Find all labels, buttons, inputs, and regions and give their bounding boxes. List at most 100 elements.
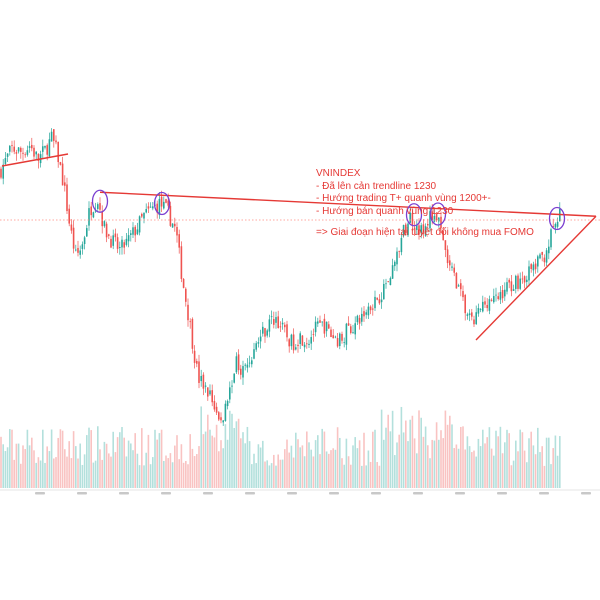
volume-bar (48, 451, 51, 488)
candle-body (488, 299, 491, 311)
candle-body (204, 385, 207, 387)
volume-bar (59, 429, 62, 488)
candle-body (215, 406, 218, 413)
volume-bar (297, 439, 299, 488)
candle-body (545, 250, 548, 263)
volume-bar (446, 424, 449, 488)
candle-body (53, 129, 55, 141)
candle-body (462, 291, 464, 298)
candle-body (48, 139, 51, 157)
candle-body (328, 324, 330, 329)
volume-bar (244, 443, 246, 488)
candle-body (424, 226, 427, 236)
volume-bar (345, 438, 348, 488)
candle-body (361, 313, 363, 322)
volume-bar (191, 448, 194, 488)
candle-body (22, 152, 24, 154)
volume-bar (154, 429, 156, 488)
volume-bar (233, 428, 235, 488)
candle-body (288, 339, 290, 347)
candle-body (284, 324, 286, 328)
candle-body (532, 264, 535, 271)
volume-bar (312, 456, 315, 488)
candle-body (152, 206, 154, 209)
candle-body (376, 297, 378, 300)
volume-bar (141, 428, 143, 488)
candle-body (160, 196, 163, 207)
candle-body (365, 312, 367, 315)
volume-bar (330, 450, 332, 488)
circle-marker-3 (405, 203, 423, 227)
volume-bar (314, 440, 317, 488)
candle-body (418, 225, 420, 235)
volume-bar (92, 462, 95, 488)
volume-bar (321, 428, 323, 488)
volume-bar (37, 457, 40, 488)
trendline-layer (1, 153, 597, 341)
candle-body (28, 146, 31, 149)
volume-bar (310, 449, 312, 488)
candle-body (515, 275, 517, 289)
volume-bar (68, 441, 70, 488)
candle-body (110, 238, 112, 248)
volume-bar (253, 453, 255, 488)
trendline-2 (99, 191, 597, 217)
volume-bar (24, 449, 26, 488)
volume-bar (246, 426, 249, 488)
volume-bar (134, 433, 136, 488)
candle-body (202, 374, 205, 389)
volume-bar (61, 430, 64, 488)
volume-bar (119, 432, 121, 488)
volume-bar (466, 436, 469, 488)
volume-bar (433, 440, 436, 488)
candle-body (497, 296, 499, 300)
candle-body (517, 275, 519, 289)
volume-bar (396, 442, 398, 488)
candle-body (138, 216, 141, 233)
volume-bar (26, 429, 29, 488)
volume-bar (187, 464, 189, 488)
candle-body (189, 321, 191, 323)
candle-body (196, 361, 198, 364)
candle-body (332, 335, 334, 339)
candle-body (530, 264, 532, 269)
volume-bar (495, 430, 497, 488)
candle-body (510, 281, 513, 292)
volume-bar (451, 424, 453, 488)
candle-body (209, 390, 211, 395)
candle-body (358, 317, 361, 324)
candle-body (123, 242, 125, 248)
volume-bar (453, 448, 455, 488)
candle-body (224, 403, 227, 422)
volume-bar (169, 453, 172, 488)
volume-bar (121, 426, 123, 488)
candle-body (218, 412, 220, 420)
volume-bar (530, 431, 532, 488)
volume-bar (550, 464, 552, 488)
volume-bar (385, 427, 387, 488)
volume-bar (504, 442, 506, 488)
candle-body (121, 239, 123, 248)
volume-bar (149, 464, 152, 488)
volume-bar (97, 426, 99, 488)
candle-body (299, 333, 301, 344)
candle-body (363, 311, 365, 317)
candle-body (306, 343, 308, 345)
candle-body (270, 316, 273, 318)
candle-body (83, 237, 86, 245)
candle-body (354, 323, 356, 335)
volume-bar (108, 453, 110, 488)
volume-bar (70, 458, 73, 488)
candle-body (407, 223, 409, 236)
volume-bar (22, 445, 24, 488)
volume-bar (497, 436, 499, 488)
candle-body (31, 144, 33, 149)
candle-body (253, 349, 255, 359)
volume-bar (176, 435, 178, 488)
candle-body (143, 212, 145, 219)
volume-bar (519, 429, 521, 488)
candle-body (310, 337, 312, 344)
volume-bar (295, 432, 297, 488)
volume-bar (444, 410, 447, 488)
